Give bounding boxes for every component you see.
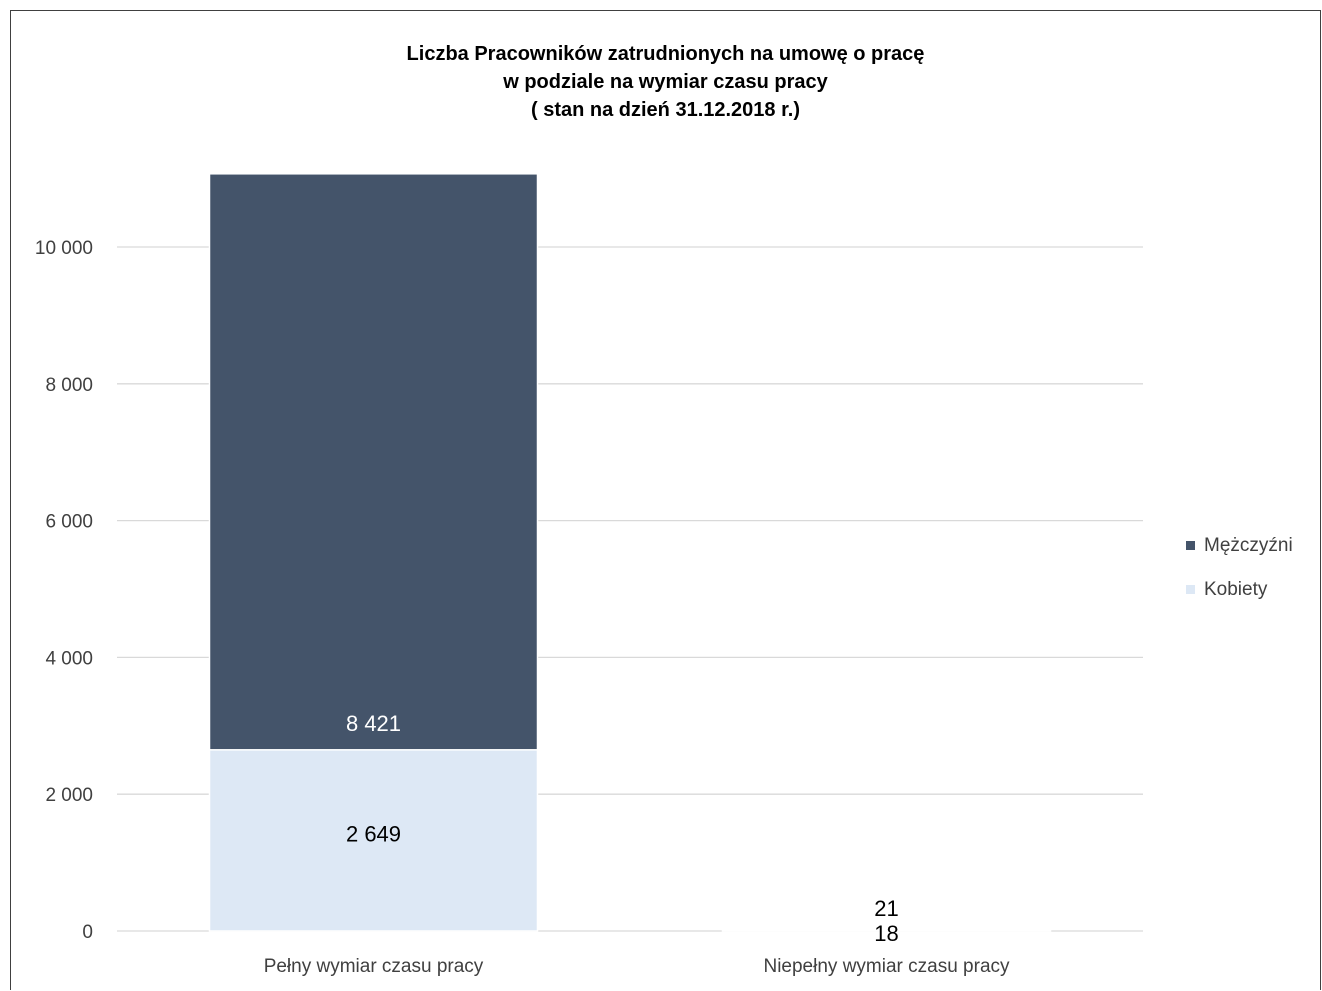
data-label: 21 xyxy=(874,896,898,921)
legend-label-kobiety: Kobiety xyxy=(1204,578,1268,600)
data-label: 8 421 xyxy=(346,711,401,736)
chart-title: Liczba Pracowników zatrudnionych na umow… xyxy=(10,40,1321,124)
chart-title-line-1: Liczba Pracowników zatrudnionych na umow… xyxy=(406,43,925,65)
legend-swatch-mezczyzni xyxy=(1186,541,1195,550)
y-tick-label: 4 000 xyxy=(45,648,93,669)
y-tick-label: 0 xyxy=(82,922,93,943)
legend-swatch-kobiety xyxy=(1186,585,1195,594)
x-tick-label: Pełny wymiar czasu pracy xyxy=(264,956,484,977)
chart-title-line-2: w podziale na wymiar czasu pracy xyxy=(503,71,828,93)
legend-item-mezczyzni: Mężczyźni xyxy=(1186,532,1293,559)
bar-segment xyxy=(721,927,1052,931)
legend-item-kobiety: Kobiety xyxy=(1186,576,1293,603)
legend: Mężczyźni Kobiety xyxy=(1186,532,1293,620)
y-tick-label: 6 000 xyxy=(45,512,93,533)
bar-segment xyxy=(208,173,539,751)
chart-title-line-3: ( stan na dzień 31.12.2018 r.) xyxy=(530,99,800,121)
bar-segment xyxy=(208,749,539,932)
data-label: 18 xyxy=(874,921,898,946)
data-label: 2 649 xyxy=(346,821,401,846)
y-tick-label: 8 000 xyxy=(45,375,93,396)
y-tick-label: 10 000 xyxy=(35,238,93,259)
y-tick-label: 2 000 xyxy=(45,785,93,806)
legend-label-mezczyzni: Mężczyźni xyxy=(1204,534,1293,556)
x-tick-label: Niepełny wymiar czasu pracy xyxy=(763,956,1010,977)
